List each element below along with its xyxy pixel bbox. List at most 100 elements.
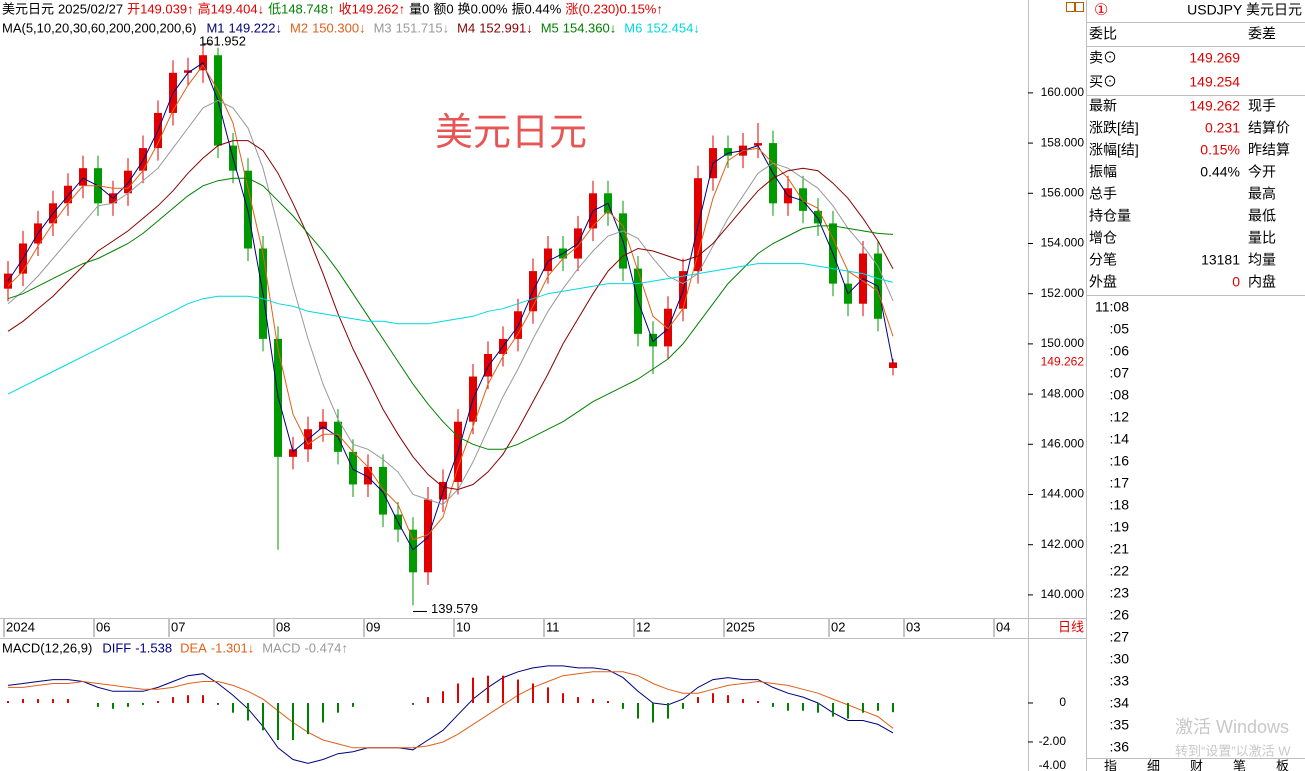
quote-icon[interactable]: ① — [1094, 2, 1108, 19]
os-watermark: 转到“设置”以激活 W — [1175, 743, 1291, 758]
header-item: 美元日元 — [2, 1, 54, 16]
panel-tab[interactable]: 指 — [1104, 758, 1117, 771]
quote-label: 委比 — [1089, 26, 1117, 42]
legend-value: 150.300↓ — [312, 20, 366, 35]
header-item: 高149.404↓ — [198, 1, 265, 16]
panel-tab[interactable]: 板 — [1276, 758, 1289, 771]
x-tick-label: 12 — [636, 619, 650, 634]
tick-time: :21 — [1110, 541, 1130, 557]
candle-body — [799, 188, 807, 211]
legend-value: 152.991↓ — [479, 20, 533, 35]
candle-body — [64, 185, 72, 204]
ma-label: MA(5,10,20,30,60,200,200,200,6) — [2, 20, 196, 35]
tick-time: :30 — [1110, 651, 1130, 667]
legend-name: M5 — [541, 20, 559, 35]
tick-time: 11:08 — [1095, 299, 1129, 315]
legend-name: M2 — [290, 20, 308, 35]
panel-tab[interactable]: 财 — [1190, 758, 1203, 771]
header-item: 开149.039↑ — [127, 1, 194, 16]
y-tick-label: 158.000 — [1041, 135, 1085, 149]
y-tick-label: -2.00 — [1039, 734, 1067, 748]
y-tick-label: 156.000 — [1041, 185, 1085, 199]
candle-body — [544, 248, 552, 272]
candle-body — [124, 170, 132, 194]
header-item: 换0.00% — [458, 1, 508, 16]
x-tick-label: 2025 — [726, 619, 755, 634]
tick-time: :22 — [1110, 563, 1130, 579]
quote-label: 卖⊙ — [1089, 50, 1117, 66]
quote-label: 外盘 — [1089, 274, 1117, 290]
tick-time: :08 — [1110, 387, 1130, 403]
quote-label: 分笔 — [1089, 252, 1117, 268]
legend-name: DIFF — [102, 640, 131, 655]
quote-label: 振幅 — [1089, 164, 1117, 180]
legend-value: 149.222↓ — [229, 20, 283, 35]
header-item: 涨(0.230)0.15%↑ — [565, 1, 663, 16]
y-tick-label: 0 — [1059, 695, 1066, 709]
quote-value: 0 — [1232, 274, 1240, 290]
legend-name: MACD — [262, 640, 300, 655]
quote-value: 149.269 — [1189, 50, 1240, 66]
y-tick-label: 152.000 — [1041, 286, 1085, 300]
tick-time: :05 — [1110, 321, 1130, 337]
window-icon[interactable] — [1075, 2, 1084, 12]
quote-value: 0.44% — [1200, 164, 1240, 180]
candle-body — [184, 70, 192, 73]
legend-name: DEA — [180, 640, 207, 655]
high-label: 161.952 — [199, 33, 246, 48]
header-item: 低148.748↑ — [268, 1, 335, 16]
tick-time: :26 — [1110, 607, 1130, 623]
y-tick-label: 140.000 — [1041, 587, 1085, 601]
tick-time: :16 — [1110, 453, 1130, 469]
candle-body — [289, 449, 297, 457]
quote-right-label: 现手 — [1248, 98, 1276, 114]
candle-body — [484, 353, 492, 377]
quote-title: USDJPY 美元日元 — [1187, 2, 1302, 18]
header-item: 额0 — [433, 1, 453, 16]
x-tick-label: 2024 — [6, 619, 35, 634]
x-tick-label: 03 — [906, 619, 920, 634]
legend-name: M4 — [457, 20, 475, 35]
os-watermark: 激活 Windows — [1175, 717, 1289, 737]
quote-value: 149.254 — [1189, 74, 1240, 90]
x-tick-label: 09 — [366, 619, 380, 634]
macd-line — [8, 671, 894, 749]
y-tick-label: 150.000 — [1041, 336, 1085, 350]
candle-body — [4, 273, 12, 289]
quote-label: 总手 — [1089, 186, 1117, 202]
candle-body — [754, 143, 762, 146]
header-item: 收149.262↑ — [339, 1, 406, 16]
ma-line — [7, 140, 894, 491]
tick-time: :19 — [1110, 519, 1130, 535]
panel-tab[interactable]: 细 — [1147, 758, 1160, 771]
quote-right-label: 昨结算 — [1248, 142, 1290, 158]
legend-name: M3 — [374, 20, 392, 35]
candle-body — [139, 148, 147, 171]
candle-body — [364, 466, 372, 485]
tick-time: :07 — [1110, 365, 1130, 381]
candle-body — [724, 148, 732, 156]
legend-name: M1 — [206, 20, 224, 35]
quote-right-label: 今开 — [1248, 164, 1276, 180]
tick-time: :23 — [1110, 585, 1130, 601]
window-icon[interactable] — [1066, 2, 1075, 12]
tick-time: :27 — [1110, 629, 1130, 645]
candle-body — [79, 168, 87, 186]
last-price-label: 149.262 — [1041, 355, 1085, 369]
panel-tab[interactable]: 笔 — [1233, 758, 1246, 771]
period-label[interactable]: 日线 — [1058, 619, 1084, 634]
tick-time: :33 — [1110, 673, 1130, 689]
legend-value: 154.360↓ — [563, 20, 617, 35]
y-tick-label: -4.00 — [1039, 758, 1067, 771]
y-tick-label: 142.000 — [1041, 537, 1085, 551]
macd-label: MACD(12,26,9) — [2, 640, 92, 655]
legend-value: -1.301↓ — [211, 640, 254, 655]
tick-time: :34 — [1110, 695, 1130, 711]
quote-label: 增仓 — [1089, 230, 1117, 246]
candle-body — [889, 362, 897, 369]
x-tick-label: 02 — [831, 619, 845, 634]
candle-body — [349, 451, 357, 485]
legend-name: M6 — [624, 20, 642, 35]
legend-value: -0.474↑ — [304, 640, 347, 655]
